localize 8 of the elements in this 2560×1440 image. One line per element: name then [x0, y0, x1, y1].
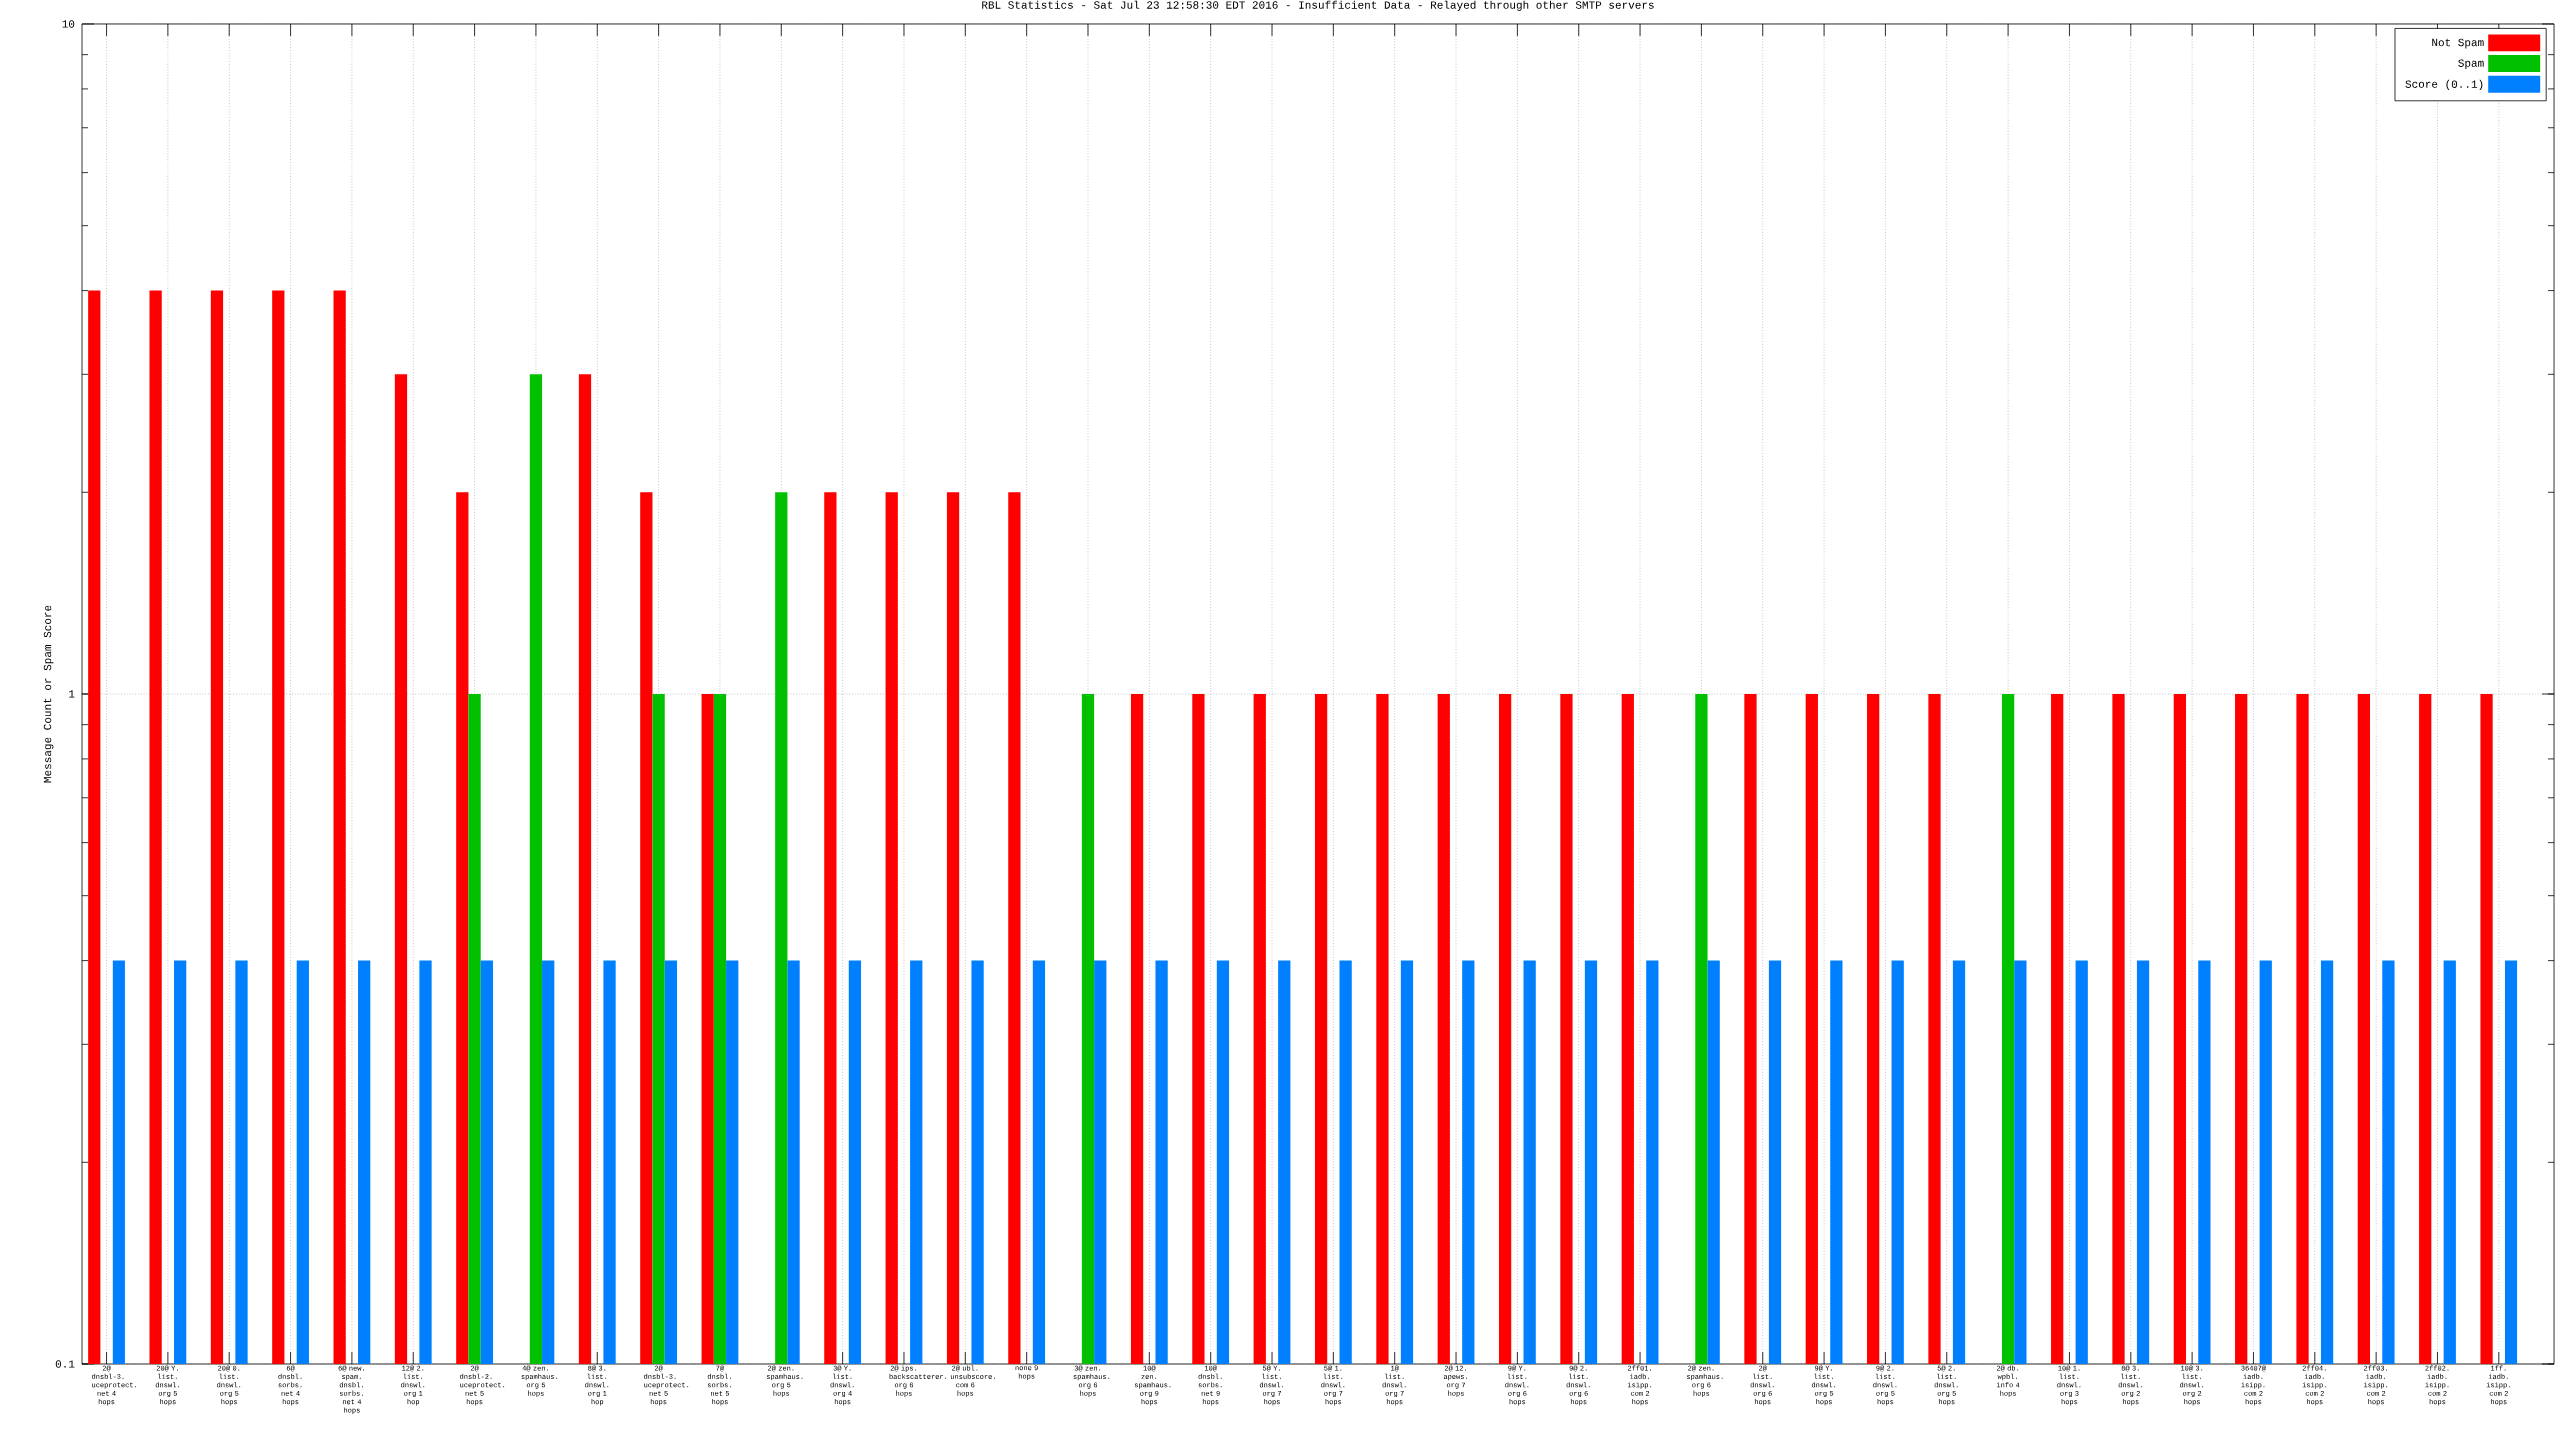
- y-tick-label: 1: [69, 690, 75, 698]
- y-tick-label: 0.1: [55, 1360, 75, 1368]
- chart-title: RBL Statistics - Sat Jul 23 12:58:30 EDT 2016 - Insufficient Data - Relayed through other SMTP servers: [982, 0, 1654, 11]
- legend-label: Score (0..1): [2405, 79, 2483, 91]
- y-tick-label: 10: [62, 20, 75, 28]
- legend-label: Spam: [2458, 59, 2484, 70]
- y-axis-title: Message Count or Spam Score: [43, 605, 54, 783]
- legend-label: Not Spam: [2432, 38, 2484, 49]
